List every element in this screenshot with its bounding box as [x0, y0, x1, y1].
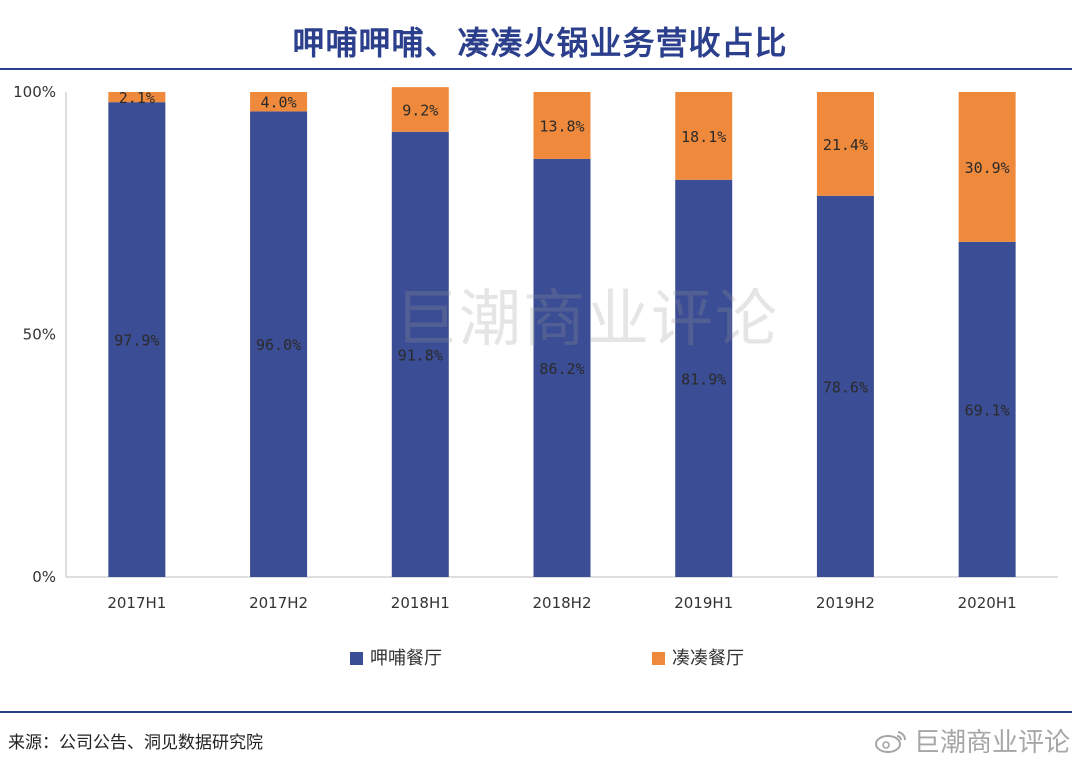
stacked-bar-chart: 0% 50% 100% 97.9% 2.1% 2017H1 96.0% 4.0% 2017H2 9…: [13, 83, 1058, 669]
bar-segment: [250, 111, 308, 578]
bar-segment: [958, 92, 1016, 242]
data-label: 96.0%: [256, 336, 301, 354]
bar-segment: [391, 87, 449, 132]
bar-segment: [816, 92, 874, 196]
y-tick-label: 0%: [32, 568, 56, 586]
legend-label: 呷哺餐厅: [370, 648, 442, 669]
x-tick-label: 2018H1: [391, 594, 450, 612]
legend-swatch: [350, 652, 363, 665]
bar-segment: [533, 92, 591, 159]
x-tick-label: 2019H1: [674, 594, 733, 612]
data-label: 18.1%: [681, 128, 726, 146]
data-label: 2.1%: [119, 89, 155, 107]
watermark-text: 巨潮商业评论: [395, 282, 780, 355]
x-tick-label: 2018H2: [533, 594, 592, 612]
footer-rule: [0, 711, 1072, 713]
data-label: 97.9%: [114, 332, 159, 350]
brand-text: 巨潮商业评论: [913, 728, 1070, 758]
source-note: 来源：公司公告、洞见数据研究院: [8, 733, 263, 753]
bar-segment: [958, 241, 1016, 578]
brand-mark: 巨潮商业评论: [874, 722, 1070, 759]
title-rule: [0, 68, 1072, 70]
x-tick-label: 2017H1: [107, 594, 166, 612]
data-label: 78.6%: [823, 378, 868, 396]
x-tick-label: 2017H2: [249, 594, 308, 612]
bar-segment: [816, 195, 874, 577]
chart-title: 呷哺呷哺、凑凑火锅业务营收占比: [292, 24, 788, 62]
bar-segment: [391, 131, 449, 577]
data-label: 13.8%: [539, 117, 584, 135]
data-label: 69.1%: [965, 401, 1010, 419]
x-tick-label: 2019H2: [816, 594, 875, 612]
bar-segment: [533, 158, 591, 577]
legend-label: 凑凑餐厅: [672, 648, 744, 669]
y-tick-label: 100%: [13, 83, 56, 101]
bar-segment: [250, 92, 308, 112]
bar-segment: [108, 102, 166, 577]
legend-swatch: [652, 652, 665, 665]
x-tick-label: 2020H1: [958, 594, 1017, 612]
bar-segment: [675, 179, 733, 577]
data-label: 9.2%: [402, 101, 438, 119]
data-label: 30.9%: [965, 159, 1010, 177]
weibo-icon: [874, 728, 908, 754]
data-label: 4.0%: [261, 94, 297, 112]
y-tick-label: 50%: [23, 326, 56, 344]
data-label: 91.8%: [398, 346, 443, 364]
data-label: 81.9%: [681, 370, 726, 388]
data-label: 21.4%: [823, 136, 868, 154]
data-label: 86.2%: [539, 360, 584, 378]
bar-segment: [108, 92, 166, 103]
bar-segment: [675, 92, 733, 180]
